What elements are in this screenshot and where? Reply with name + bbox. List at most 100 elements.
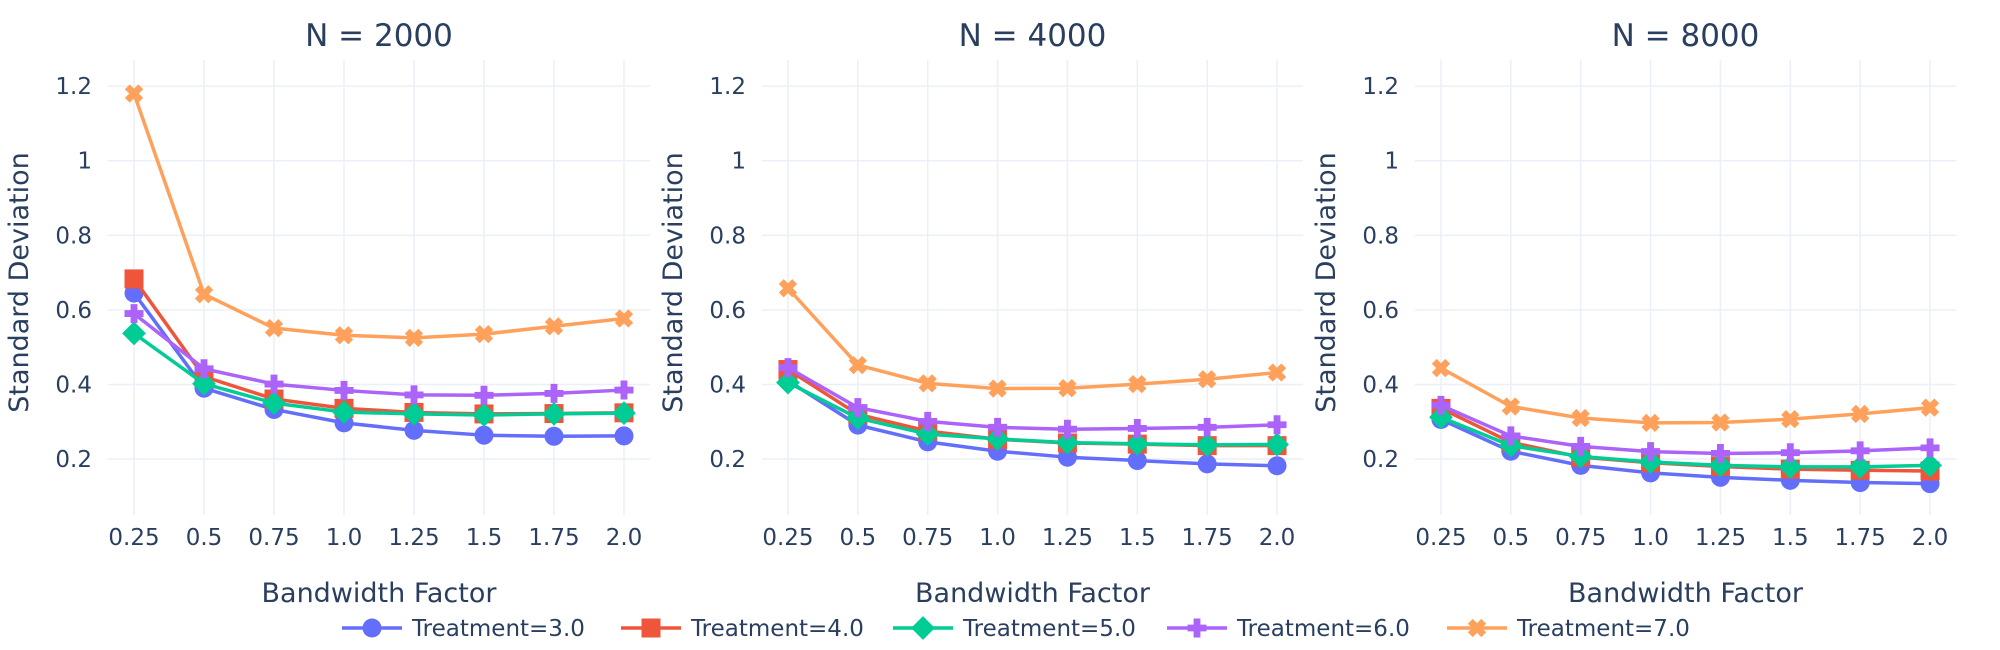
legend-item-treatment-7-0[interactable]: Treatment=7.0 bbox=[1447, 615, 1690, 642]
series-treatment-6-0 bbox=[124, 304, 634, 405]
x-tick-label: 0.5 bbox=[840, 525, 877, 551]
legend-label: Treatment=3.0 bbox=[411, 616, 585, 642]
data-point bbox=[1638, 450, 1663, 474]
y-axis-label: Standard Deviation bbox=[4, 152, 35, 413]
legend-item-treatment-6-0[interactable]: Treatment=6.0 bbox=[1167, 616, 1410, 642]
data-point bbox=[544, 383, 564, 403]
data-point bbox=[262, 391, 286, 415]
data-point bbox=[1125, 431, 1150, 456]
y-axis-label: Standard Deviation bbox=[658, 152, 689, 413]
x-tick-label: 1.5 bbox=[466, 525, 503, 551]
series-treatment-6-0 bbox=[1431, 395, 1940, 463]
y-tick-label: 0.2 bbox=[55, 447, 92, 473]
data-point bbox=[776, 370, 800, 395]
data-point bbox=[1127, 451, 1147, 471]
legend-marker bbox=[362, 618, 382, 638]
x-axis-label: Bandwidth Factor bbox=[1568, 578, 1804, 609]
series-line bbox=[787, 379, 1278, 468]
subplot-2: 0.2 0.4 0.6 0.8 1 1.2 0.25 0.5 0.75 1.0 1.25 1.5 1.7… bbox=[658, 18, 1303, 609]
x-tick-label: 1.25 bbox=[388, 525, 439, 551]
y-tick-label: 0.8 bbox=[1362, 223, 1399, 249]
data-point bbox=[1197, 417, 1217, 437]
x-axis-label: Bandwidth Factor bbox=[262, 578, 498, 609]
data-point bbox=[1851, 404, 1870, 424]
data-point bbox=[845, 406, 870, 430]
series-line bbox=[132, 92, 625, 340]
x-tick-label: 1.0 bbox=[1632, 525, 1669, 551]
gridlines bbox=[108, 60, 650, 515]
legend-marker bbox=[641, 618, 661, 638]
legend-item-treatment-3-0[interactable]: Treatment=3.0 bbox=[342, 616, 585, 642]
data-point bbox=[1781, 410, 1800, 429]
data-point bbox=[474, 324, 494, 344]
legend-label: Treatment=6.0 bbox=[1236, 616, 1410, 642]
x-tick-label: 1.5 bbox=[1772, 525, 1809, 551]
data-point bbox=[1195, 433, 1220, 457]
data-point bbox=[612, 401, 636, 426]
legend-item-treatment-5-0[interactable]: Treatment=5.0 bbox=[893, 616, 1136, 642]
legend: Treatment=3.0 Treatment=4.0 Treatment=5.0 T… bbox=[342, 615, 1690, 642]
data-point bbox=[194, 285, 214, 304]
data-point bbox=[614, 309, 634, 328]
data-point bbox=[1710, 443, 1730, 463]
data-point bbox=[1568, 444, 1593, 469]
series-line bbox=[1440, 403, 1931, 456]
data-point bbox=[1431, 395, 1451, 415]
data-point bbox=[1501, 397, 1520, 416]
series-line bbox=[786, 287, 1278, 391]
data-point bbox=[1128, 374, 1147, 394]
y-tick-label: 0.4 bbox=[55, 372, 92, 398]
x-tick-label: 0.5 bbox=[186, 525, 223, 551]
x-tick-label: 1.75 bbox=[528, 525, 579, 551]
data-point bbox=[614, 426, 634, 446]
x-tick-label: 1.0 bbox=[326, 525, 363, 551]
data-point bbox=[1127, 418, 1147, 438]
gridlines bbox=[1415, 60, 1956, 515]
data-point bbox=[1267, 415, 1287, 435]
y-tick-label: 1 bbox=[1384, 149, 1399, 175]
series-treatment-5-0 bbox=[776, 370, 1289, 457]
x-tick-label: 1.0 bbox=[979, 525, 1016, 551]
data-point bbox=[1265, 432, 1289, 457]
data-point bbox=[192, 371, 216, 396]
data-point bbox=[1267, 363, 1287, 382]
x-tick-label: 1.25 bbox=[1695, 525, 1746, 551]
series-treatment-5-0 bbox=[122, 321, 636, 427]
data-point bbox=[1850, 441, 1870, 461]
y-tick-label: 0.2 bbox=[1362, 447, 1399, 473]
y-tick-label: 1.2 bbox=[709, 74, 746, 100]
x-tick-label: 0.75 bbox=[902, 525, 953, 551]
subplot-1: 0.2 0.4 0.6 0.8 1 1.2 0.25 0.5 0.75 1.0 1.25 1.5 1.7… bbox=[4, 18, 650, 609]
x-tick-label: 0.25 bbox=[1415, 525, 1466, 551]
series-treatment-7-0 bbox=[124, 84, 634, 347]
series-line bbox=[132, 312, 625, 398]
series-line bbox=[787, 366, 1278, 431]
data-point bbox=[124, 84, 144, 103]
data-point bbox=[988, 417, 1008, 437]
subplot-title: N = 2000 bbox=[305, 18, 453, 54]
data-point bbox=[1498, 433, 1523, 458]
data-point bbox=[1197, 454, 1217, 474]
x-tick-label: 0.25 bbox=[108, 525, 159, 551]
y-tick-label: 0.8 bbox=[55, 223, 92, 249]
data-point bbox=[1058, 379, 1077, 398]
data-point bbox=[1711, 413, 1730, 432]
legend-item-treatment-4-0[interactable]: Treatment=4.0 bbox=[621, 616, 864, 642]
data-point bbox=[985, 427, 1010, 451]
series-line bbox=[1440, 366, 1931, 425]
series-treatment-6-0 bbox=[778, 358, 1287, 439]
data-point bbox=[542, 402, 566, 426]
data-point bbox=[124, 269, 144, 289]
x-tick-label: 1.5 bbox=[1119, 525, 1156, 551]
data-point bbox=[1431, 358, 1451, 378]
y-tick-label: 1.2 bbox=[55, 74, 92, 100]
y-tick-label: 1 bbox=[77, 149, 92, 175]
series-line bbox=[1440, 417, 1931, 486]
data-point bbox=[1920, 438, 1940, 458]
data-point bbox=[848, 398, 868, 418]
data-point bbox=[332, 400, 356, 424]
y-tick-label: 0.4 bbox=[1362, 372, 1399, 398]
data-point bbox=[988, 379, 1007, 398]
x-tick-label: 0.25 bbox=[762, 525, 813, 551]
data-point bbox=[778, 358, 798, 378]
